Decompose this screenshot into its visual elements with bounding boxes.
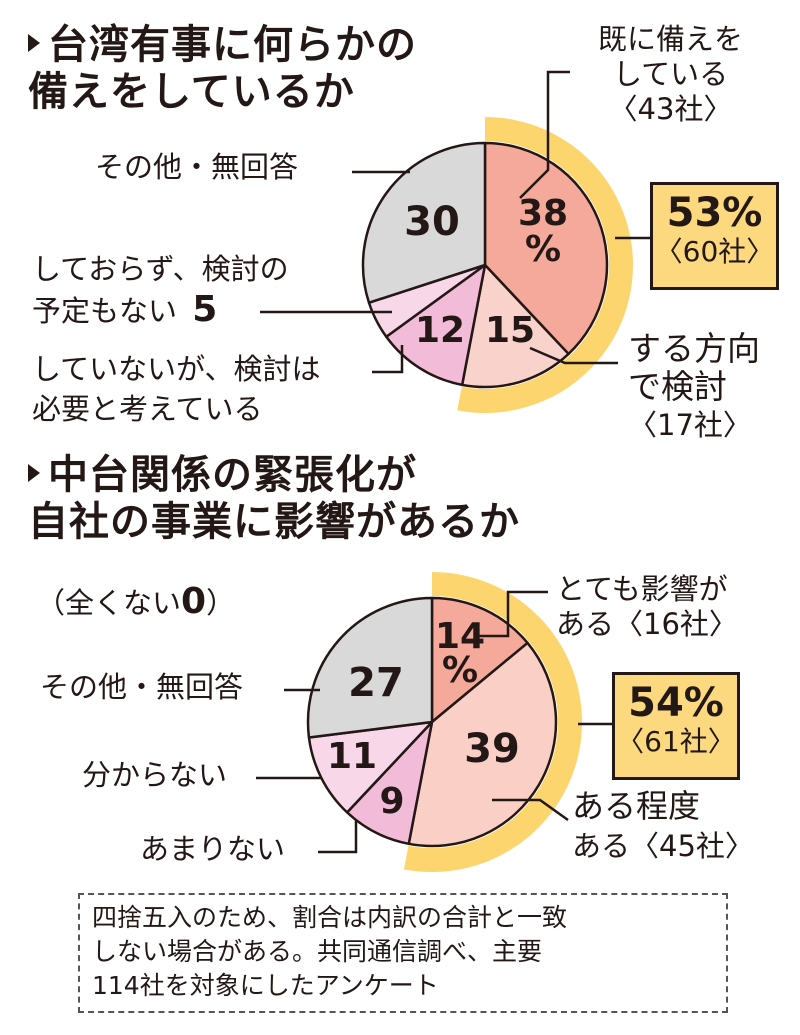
leader-some bbox=[492, 798, 569, 822]
triangle-bullet-icon bbox=[28, 34, 40, 52]
value-prepared: 38 % bbox=[508, 196, 578, 268]
label-very-line2: ある〈16社〉 bbox=[556, 607, 738, 641]
slice-very bbox=[430, 596, 529, 724]
label-no-plan-line1: しておらず、検討の bbox=[32, 252, 289, 286]
value-other-2: 27 bbox=[348, 660, 404, 706]
triangle-bullet-icon bbox=[28, 464, 40, 482]
callout-chart2: 54% 〈61社〉 bbox=[612, 672, 740, 780]
value-unknown: 11 bbox=[327, 736, 378, 777]
label-very: とても影響が ある〈16社〉 bbox=[556, 572, 738, 642]
label-none-text: （全くない bbox=[36, 586, 182, 620]
label-no-plan-text: 予定もない bbox=[32, 294, 178, 328]
value-very-percent: % bbox=[441, 650, 479, 691]
slice-other bbox=[306, 596, 434, 739]
label-considering-line2: で検討 bbox=[628, 367, 727, 406]
label-none-value: 0 bbox=[181, 581, 207, 622]
callout-chart1-percent: 53% bbox=[666, 190, 763, 236]
footnote: 四捨五入のため、割合は内訳の合計と一致 しない場合がある。共同通信調べ、主要 1… bbox=[78, 893, 728, 1013]
label-need-line1: していないが、検討は bbox=[32, 352, 321, 386]
label-little: あまりない bbox=[140, 832, 286, 866]
leader-very bbox=[478, 590, 548, 638]
label-prepared-line2: している bbox=[612, 57, 729, 91]
leader-prepared bbox=[519, 70, 570, 199]
label-none: （全くない0） bbox=[36, 584, 235, 621]
value-other-1: 30 bbox=[404, 199, 460, 245]
highlight-ring bbox=[403, 572, 583, 873]
callout-chart1-count: 〈60社〉 bbox=[654, 235, 775, 268]
slice-prepared bbox=[483, 141, 609, 356]
value-some: 39 bbox=[464, 726, 520, 772]
value-considering: 15 bbox=[484, 310, 536, 351]
value-little: 9 bbox=[379, 781, 405, 822]
footnote-line2: しない場合がある。共同通信調べ、主要 bbox=[92, 937, 543, 966]
highlight-ring bbox=[457, 117, 633, 413]
chart2-title-line2: 自社の事業に影響があるか bbox=[28, 499, 520, 545]
value-prepared-percent: % bbox=[524, 229, 562, 270]
label-considering: する方向 で検討 〈17社〉 bbox=[628, 330, 760, 444]
chart2-title-line1: 中台関係の緊張化が bbox=[48, 452, 417, 498]
leader-lines bbox=[256, 70, 650, 854]
callout-chart1: 53% 〈60社〉 bbox=[650, 182, 779, 290]
callout-chart2-count: 〈61社〉 bbox=[616, 725, 736, 758]
label-unknown: 分からない bbox=[82, 758, 228, 792]
label-no-plan-line2: 予定もない 5 bbox=[32, 292, 217, 329]
footnote-line3: 114社を対象にしたアンケート bbox=[92, 971, 439, 1000]
slice-some bbox=[407, 641, 558, 848]
value-need: 12 bbox=[414, 310, 466, 351]
label-prepared-count: 〈43社〉 bbox=[608, 92, 733, 126]
label-considering-count: 〈17社〉 bbox=[628, 408, 752, 442]
label-other-1: その他・無回答 bbox=[95, 150, 299, 184]
slice-need bbox=[385, 263, 487, 387]
chart1-title: 台湾有事に何らかの 備えをしているか bbox=[28, 22, 417, 116]
slice-other bbox=[361, 141, 487, 304]
label-some-line2: ある〈45社〉 bbox=[572, 829, 754, 863]
label-some-line1: ある程度 bbox=[572, 787, 701, 825]
leader-need bbox=[372, 345, 404, 374]
label-very-line1: とても影響が bbox=[556, 572, 728, 606]
slice-considering bbox=[460, 263, 570, 389]
pie-chart-preparation bbox=[361, 117, 633, 413]
label-some: ある程度 ある〈45社〉 bbox=[572, 786, 754, 866]
value-very: 14 % bbox=[430, 616, 490, 691]
value-prepared-number: 38 bbox=[517, 193, 569, 234]
footnote-line1: 四捨五入のため、割合は内訳の合計と一致 bbox=[92, 903, 568, 932]
callout-chart2-percent: 54% bbox=[628, 680, 724, 726]
label-none-suffix: ） bbox=[206, 586, 236, 620]
chart2-title: 中台関係の緊張化が 自社の事業に影響があるか bbox=[28, 452, 520, 546]
label-other-2: その他・無回答 bbox=[40, 670, 244, 704]
label-prepared: 既に備えを している 〈43社〉 bbox=[598, 22, 743, 127]
label-prepared-line1: 既に備えを bbox=[598, 22, 744, 56]
leader-considering bbox=[529, 346, 618, 365]
label-need-line2: 必要と考えている bbox=[32, 392, 263, 426]
label-no-plan-value: 5 bbox=[192, 289, 218, 330]
chart1-title-line2: 備えをしているか bbox=[28, 69, 355, 115]
leader-little bbox=[318, 820, 358, 854]
chart1-title-line1: 台湾有事に何らかの bbox=[48, 22, 417, 68]
label-considering-line1: する方向 bbox=[628, 329, 760, 368]
value-very-number: 14 bbox=[434, 616, 486, 657]
pie-chart-impact bbox=[306, 572, 583, 873]
